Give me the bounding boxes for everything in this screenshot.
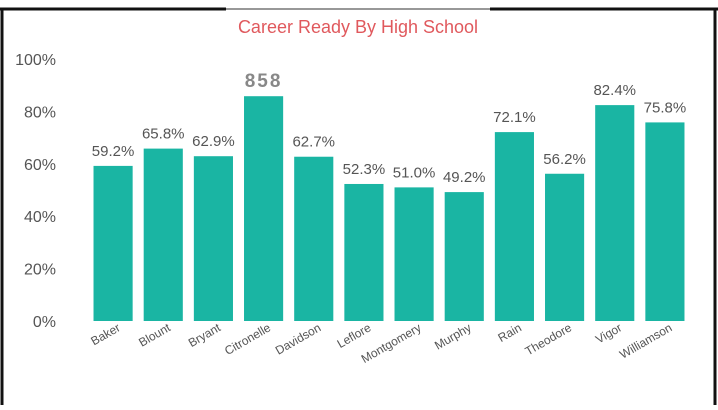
bar bbox=[244, 96, 284, 321]
data-label: 65.8% bbox=[142, 126, 185, 143]
data-label: 75.8% bbox=[644, 99, 687, 116]
y-tick-label: 0% bbox=[33, 314, 56, 331]
x-tick-label: Murphy bbox=[432, 320, 474, 352]
x-tick-label: Blount bbox=[136, 320, 173, 349]
bar bbox=[545, 173, 585, 321]
y-axis: 0% 20% 40% 60% 80% 100% bbox=[15, 52, 56, 331]
x-tick-label: Davidson bbox=[273, 320, 323, 357]
data-label: 52.3% bbox=[343, 161, 386, 178]
bar bbox=[595, 105, 635, 321]
x-tick-label: Leflore bbox=[335, 320, 374, 351]
bar bbox=[645, 122, 685, 322]
y-tick-label: 80% bbox=[24, 104, 56, 121]
x-tick-label: Williamson bbox=[617, 320, 674, 361]
x-tick-label: Baker bbox=[88, 320, 122, 348]
bar bbox=[494, 132, 534, 321]
data-label: 82.4% bbox=[593, 82, 636, 99]
chart-title: Career Ready By High School bbox=[238, 17, 478, 37]
y-tick-label: 100% bbox=[15, 52, 56, 69]
data-label: 72.1% bbox=[493, 109, 536, 126]
data-label: 62.7% bbox=[292, 134, 335, 151]
x-tick-label: Citronelle bbox=[222, 320, 273, 358]
data-label: 56.2% bbox=[543, 151, 586, 168]
bar bbox=[93, 165, 133, 321]
y-tick-label: 40% bbox=[24, 209, 56, 226]
x-tick-label: Bryant bbox=[186, 320, 224, 350]
y-tick-label: 20% bbox=[24, 262, 56, 279]
data-label: 62.9% bbox=[192, 133, 235, 150]
bar bbox=[444, 192, 484, 321]
bar bbox=[294, 156, 334, 321]
x-tick-label: Theodore bbox=[523, 320, 575, 358]
y-tick-label: 60% bbox=[24, 157, 56, 174]
data-label: 49.2% bbox=[443, 169, 486, 186]
bar bbox=[394, 187, 434, 321]
x-tick-label: Rain bbox=[496, 320, 524, 344]
bar-series bbox=[93, 96, 685, 322]
data-label: 858 bbox=[245, 71, 283, 92]
bar bbox=[143, 148, 183, 321]
bar bbox=[193, 156, 233, 321]
data-labels: 59.2% 65.8% 62.9% 858 62.7% 52.3% 51.0% 49.2% 72… bbox=[92, 71, 686, 186]
x-tick-label: Vigor bbox=[593, 320, 624, 346]
data-label: 51.0% bbox=[393, 164, 436, 181]
x-axis: Baker Blount Bryant Citronelle Davidson Leflo… bbox=[88, 320, 674, 366]
bar bbox=[344, 183, 384, 321]
data-label: 59.2% bbox=[92, 143, 135, 160]
